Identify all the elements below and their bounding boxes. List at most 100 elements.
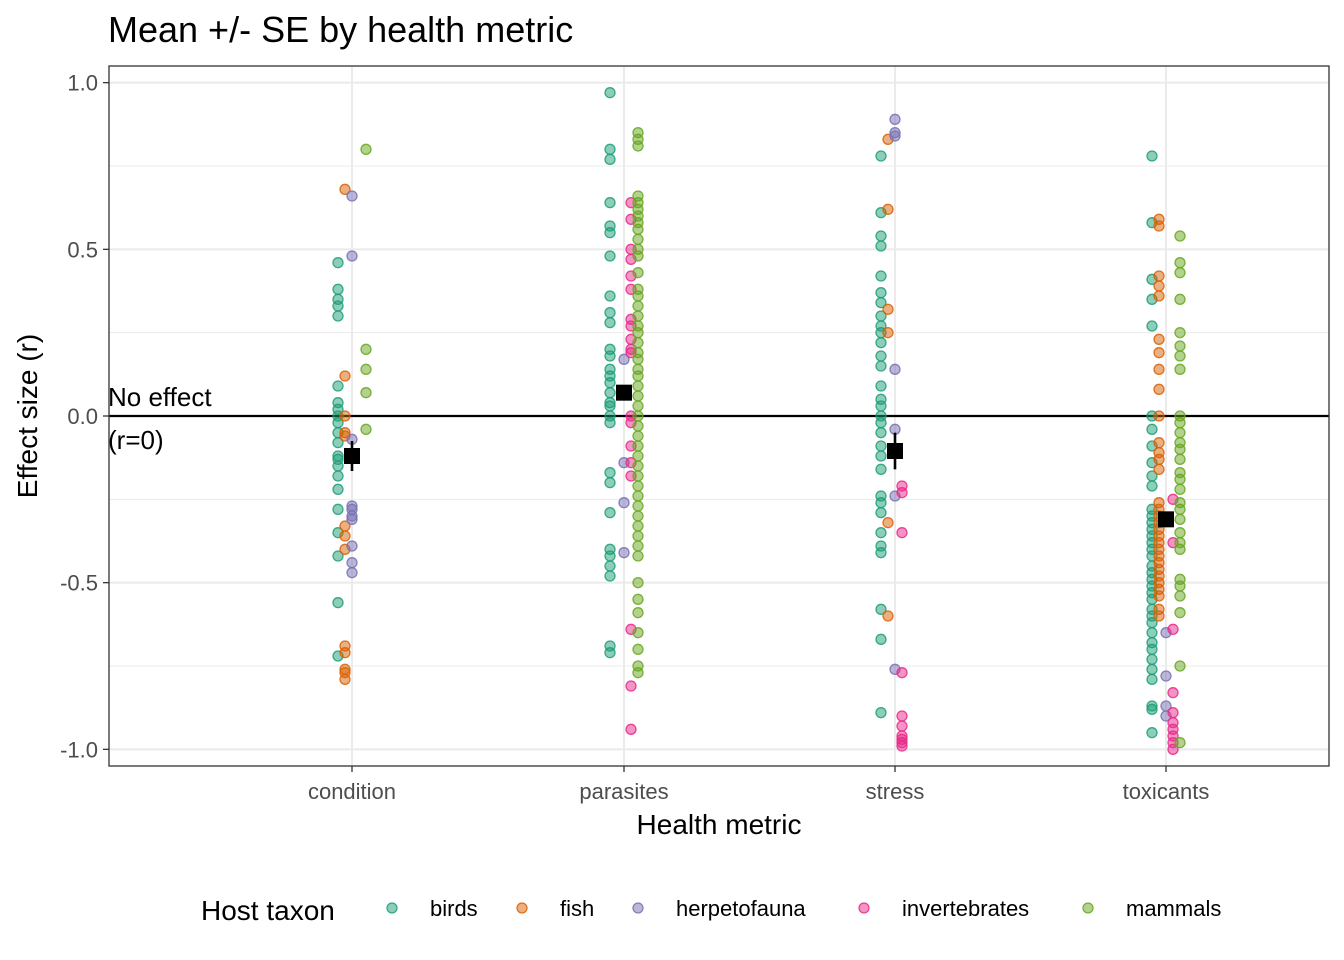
data-point-mammals: [1174, 327, 1186, 339]
legend-items: birds fish herpetofauna invertebrates mammal…: [386, 896, 1221, 921]
data-point-mammals: [632, 460, 644, 472]
data-point-mammals: [632, 300, 644, 312]
data-point-mammals: [632, 233, 644, 245]
data-point-birds: [604, 290, 616, 302]
data-point-mammals: [1174, 580, 1186, 592]
data-point-birds: [604, 477, 616, 489]
data-point-birds: [332, 310, 344, 322]
data-points: [332, 87, 1186, 755]
x-tick-label: toxicants: [1123, 779, 1210, 804]
data-point-birds: [332, 483, 344, 495]
data-point-birds: [1146, 663, 1158, 675]
y-axis-title: Effect size (r): [12, 334, 43, 498]
data-point-fish: [882, 203, 894, 215]
data-point-fish: [1153, 220, 1165, 232]
legend: Host taxon birds fish herpetofauna inverteb…: [201, 895, 1221, 926]
data-point-invertebrates: [1167, 687, 1179, 699]
data-point-birds: [875, 450, 887, 462]
data-point-birds: [604, 400, 616, 412]
data-point-fish: [882, 327, 894, 339]
data-point-birds: [332, 550, 344, 562]
data-point-mammals: [632, 140, 644, 152]
data-point-mammals: [360, 387, 372, 399]
data-point-herpetofauna: [618, 353, 630, 365]
data-point-herpetofauna: [346, 250, 358, 262]
data-point-invertebrates: [896, 720, 908, 732]
data-point-invertebrates: [1167, 743, 1179, 755]
data-point-mammals: [1174, 363, 1186, 375]
data-point-mammals: [632, 400, 644, 412]
mean-marker-condition: [344, 448, 360, 464]
legend-key-herpetofauna: [632, 902, 644, 914]
data-point-mammals: [632, 510, 644, 522]
y-tick-label: -0.5: [60, 571, 98, 596]
data-point-herpetofauna: [618, 497, 630, 509]
x-axis-ticks: condition parasites stress toxicants: [308, 766, 1209, 804]
data-point-mammals: [632, 607, 644, 619]
data-point-mammals: [1174, 340, 1186, 352]
data-point-mammals: [632, 250, 644, 262]
data-point-mammals: [632, 627, 644, 639]
data-point-herpetofauna: [346, 540, 358, 552]
data-point-mammals: [1174, 607, 1186, 619]
data-point-birds: [604, 570, 616, 582]
data-point-birds: [604, 417, 616, 429]
data-point-birds: [875, 380, 887, 392]
data-point-fish: [1153, 270, 1165, 282]
data-point-herpetofauna: [346, 190, 358, 202]
data-point-mammals: [632, 490, 644, 502]
data-point-fish: [339, 673, 351, 685]
data-point-mammals: [360, 423, 372, 435]
data-point-fish: [1153, 610, 1165, 622]
data-point-herpetofauna: [346, 567, 358, 579]
data-point-mammals: [632, 577, 644, 589]
data-point-mammals: [632, 223, 644, 235]
data-point-birds: [875, 527, 887, 539]
data-point-invertebrates: [896, 667, 908, 679]
data-point-mammals: [632, 267, 644, 279]
data-point-mammals: [632, 480, 644, 492]
data-point-fish: [1153, 453, 1165, 465]
data-point-birds: [332, 283, 344, 295]
data-point-birds: [875, 440, 887, 452]
data-point-birds: [1146, 653, 1158, 665]
data-point-mammals: [360, 343, 372, 355]
data-point-fish: [1153, 347, 1165, 359]
x-tick-label: parasites: [579, 779, 668, 804]
legend-title: Host taxon: [201, 895, 335, 926]
x-axis-title: Health metric: [637, 809, 802, 840]
data-point-mammals: [632, 520, 644, 532]
data-point-invertebrates: [625, 723, 637, 735]
data-point-birds: [875, 240, 887, 252]
data-point-invertebrates: [896, 710, 908, 722]
data-point-mammals: [360, 143, 372, 155]
y-axis-ticks: 1.0 0.5 0.0 -0.5 -1.0: [60, 71, 109, 762]
legend-label-mammals: mammals: [1126, 896, 1221, 921]
data-point-mammals: [632, 530, 644, 542]
y-tick-label: 0.0: [67, 404, 98, 429]
y-tick-label: 0.5: [67, 237, 98, 262]
data-point-fish: [339, 370, 351, 382]
data-point-mammals: [1174, 527, 1186, 539]
data-point-fish: [339, 530, 351, 542]
data-point-mammals: [360, 363, 372, 375]
data-point-birds: [604, 250, 616, 262]
data-point-birds: [875, 603, 887, 615]
data-point-mammals: [1174, 443, 1186, 455]
data-point-birds: [875, 463, 887, 475]
x-tick-label: condition: [308, 779, 396, 804]
data-point-mammals: [632, 310, 644, 322]
data-point-birds: [875, 507, 887, 519]
data-point-mammals: [1174, 453, 1186, 465]
data-point-fish: [1153, 410, 1165, 422]
data-point-birds: [332, 380, 344, 392]
data-point-fish: [1153, 437, 1165, 449]
data-point-mammals: [632, 380, 644, 392]
data-point-mammals: [1174, 257, 1186, 269]
data-point-mammals: [1174, 503, 1186, 515]
data-point-mammals: [632, 430, 644, 442]
data-point-mammals: [632, 540, 644, 552]
legend-key-birds: [386, 902, 398, 914]
legend-label-birds: birds: [430, 896, 478, 921]
